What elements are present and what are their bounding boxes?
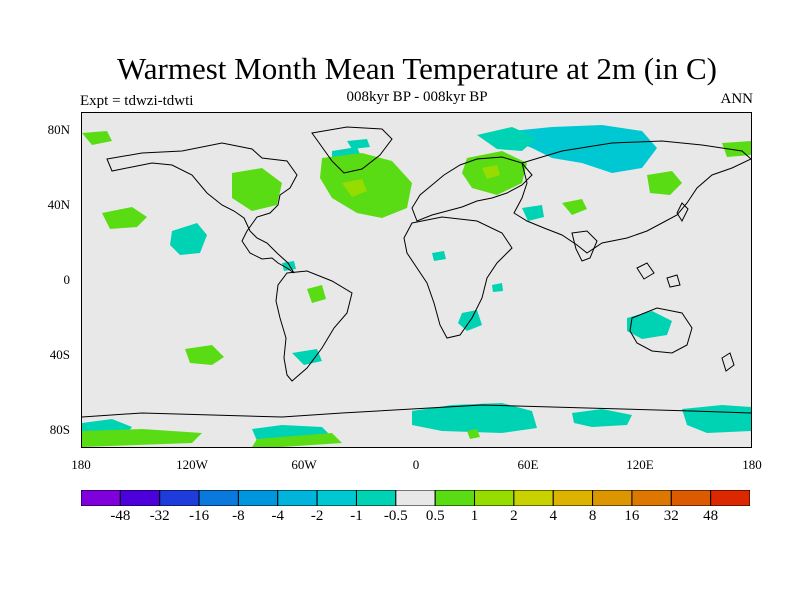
colorbar-label: 8 bbox=[588, 508, 597, 524]
positive-anomaly-patches-light bbox=[342, 165, 500, 197]
colorbar-swatch bbox=[710, 490, 750, 506]
colorbar-label: 0.5 bbox=[425, 508, 445, 524]
colorbar-label: -8 bbox=[232, 508, 245, 524]
plot-title: Warmest Month Mean Temperature at 2m (in… bbox=[117, 51, 717, 86]
colorbar-label: -16 bbox=[189, 508, 210, 524]
colorbar-label: -1 bbox=[350, 508, 363, 524]
lat-label-0: 0 bbox=[63, 272, 71, 287]
colorbar-swatch bbox=[198, 490, 239, 506]
colorbar-swatch bbox=[670, 490, 712, 506]
experiment-label: Expt = tdwzi-tdwti bbox=[80, 93, 194, 109]
colorbar-swatch bbox=[592, 490, 633, 506]
colorbar-swatch bbox=[474, 490, 515, 506]
lat-label-80s: 80S bbox=[49, 422, 70, 437]
negative-anomaly-patches bbox=[82, 125, 751, 443]
map-canvas bbox=[82, 125, 751, 447]
colorbar-label: 1 bbox=[470, 508, 479, 524]
colorbar-swatch bbox=[434, 490, 476, 506]
lat-label-40n: 40N bbox=[47, 197, 70, 212]
colorbar-swatch bbox=[119, 490, 161, 506]
colorbar-label: 2 bbox=[510, 508, 518, 524]
colorbar-swatch bbox=[316, 490, 357, 506]
coastlines bbox=[82, 126, 751, 418]
colorbar-swatch bbox=[552, 490, 594, 506]
colorbar-swatch bbox=[631, 490, 672, 506]
lat-label-40s: 40S bbox=[49, 347, 70, 362]
colorbar-swatch bbox=[395, 490, 436, 506]
lon-label-120e: 120E bbox=[626, 457, 654, 472]
colorbar-swatch bbox=[277, 490, 318, 506]
positive-anomaly-patches bbox=[82, 131, 751, 447]
colorbar-label: 16 bbox=[624, 508, 640, 524]
colorbar-label: 48 bbox=[703, 508, 719, 524]
colorbar-swatch bbox=[237, 490, 279, 506]
lon-label-60w: 60W bbox=[291, 457, 317, 472]
colorbar-label: 4 bbox=[549, 508, 557, 524]
period-label: ANN bbox=[720, 91, 754, 107]
lon-label-120w: 120W bbox=[176, 457, 208, 472]
colorbar-label: 32 bbox=[663, 508, 679, 524]
colorbar-label: -4 bbox=[271, 508, 285, 524]
lon-label-180e: 180 bbox=[742, 457, 762, 472]
lon-label-0: 0 bbox=[412, 457, 420, 472]
colorbar-label: -0.5 bbox=[383, 508, 408, 524]
lon-label-180w: 180 bbox=[71, 457, 91, 472]
world-map bbox=[81, 112, 752, 448]
colorbar-swatch bbox=[81, 490, 121, 506]
lon-label-60e: 60E bbox=[517, 457, 539, 472]
colorbar-swatch bbox=[513, 490, 554, 506]
plot-subtitle: 008kyr BP - 008kyr BP bbox=[346, 89, 488, 105]
colorbar-label: -32 bbox=[149, 508, 170, 524]
lat-label-80n: 80N bbox=[47, 122, 70, 137]
colorbar-swatch bbox=[355, 490, 397, 506]
colorbar bbox=[81, 490, 750, 506]
colorbar-label: -48 bbox=[110, 508, 131, 524]
colorbar-swatch bbox=[159, 490, 200, 506]
colorbar-label: -2 bbox=[310, 508, 324, 524]
